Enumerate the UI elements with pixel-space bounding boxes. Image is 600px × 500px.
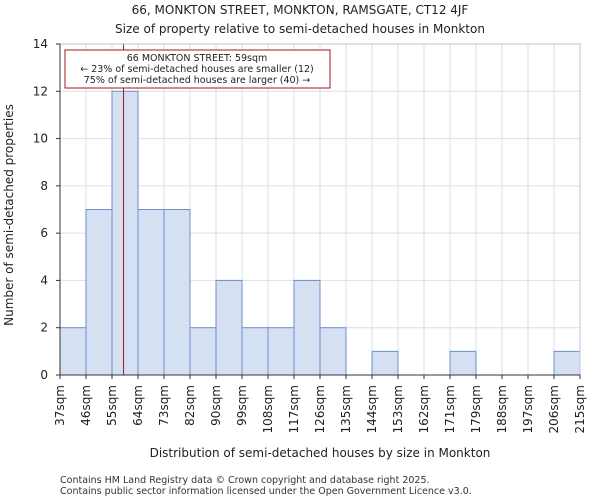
- x-tick-label: 64sqm: [131, 385, 145, 426]
- y-tick-label: 8: [40, 179, 48, 193]
- bar-144sqm: [371, 350, 399, 376]
- y-tick-label: 4: [40, 273, 48, 287]
- x-axis-label: Distribution of semi-detached houses by …: [150, 446, 491, 460]
- bar-46sqm: [85, 209, 113, 376]
- x-tick-label: 126sqm: [313, 385, 327, 433]
- bar-117sqm: [293, 279, 321, 376]
- x-tick-label: 162sqm: [417, 385, 431, 433]
- x-tick-label: 144sqm: [365, 385, 379, 433]
- x-tick-label: 73sqm: [157, 385, 171, 426]
- y-tick-label: 2: [40, 321, 48, 335]
- annotation-line-1: 66 MONKTON STREET: 59sqm: [127, 53, 268, 64]
- footer-line-2: Contains public sector information licen…: [60, 486, 472, 497]
- y-axis-label: Number of semi-detached properties: [2, 104, 16, 326]
- bar-37sqm: [59, 327, 87, 376]
- y-tick-label: 14: [33, 37, 48, 51]
- x-tick-label: 37sqm: [53, 385, 67, 426]
- y-tick-label: 12: [33, 84, 48, 98]
- x-tick-label: 153sqm: [391, 385, 405, 433]
- x-tick-label: 55sqm: [105, 385, 119, 426]
- bar-82sqm: [189, 327, 217, 376]
- x-tick-label: 188sqm: [495, 385, 509, 433]
- chart-subtitle: Size of property relative to semi-detach…: [115, 22, 485, 36]
- bar-171sqm: [449, 350, 477, 376]
- y-tick-labels: 0 2 4 6 8 10 12 14: [33, 37, 60, 382]
- footer-line-1: Contains HM Land Registry data © Crown c…: [60, 475, 430, 486]
- x-tick-label: 46sqm: [79, 385, 93, 426]
- bars: [59, 90, 581, 376]
- bar-126sqm: [319, 327, 347, 376]
- x-tick-label: 82sqm: [183, 385, 197, 426]
- y-tick-label: 0: [40, 368, 48, 382]
- x-tick-label: 206sqm: [547, 385, 561, 433]
- x-tick-labels: 37sqm 46sqm 55sqm 64sqm 73sqm 82sqm 90sqm 99sqm…: [53, 375, 587, 433]
- bar-64sqm: [137, 209, 165, 376]
- x-tick-label: 117sqm: [287, 385, 301, 433]
- x-tick-label: 215sqm: [573, 385, 587, 433]
- x-tick-label: 99sqm: [235, 385, 249, 426]
- bar-90sqm: [215, 279, 243, 376]
- annotation-box: 66 MONKTON STREET: 59sqm ← 23% of semi-d…: [64, 49, 331, 89]
- x-tick-label: 179sqm: [469, 385, 483, 433]
- chart-title: 66, MONKTON STREET, MONKTON, RAMSGATE, C…: [132, 3, 469, 17]
- x-tick-label: 135sqm: [339, 385, 353, 433]
- bar-99sqm: [241, 327, 269, 376]
- annotation-frame: [64, 49, 331, 89]
- x-tick-label: 90sqm: [209, 385, 223, 426]
- bar-55sqm: [111, 90, 139, 376]
- x-tick-label: 197sqm: [521, 385, 535, 433]
- annotation-line-3: 75% of semi-detached houses are larger (…: [84, 75, 311, 86]
- annotation-line-2: ← 23% of semi-detached houses are smalle…: [80, 64, 314, 75]
- y-tick-label: 6: [40, 226, 48, 240]
- bar-206sqm: [553, 350, 581, 376]
- x-tick-label: 171sqm: [443, 385, 457, 433]
- bar-108sqm: [267, 327, 295, 376]
- x-tick-label: 108sqm: [261, 385, 275, 433]
- y-tick-label: 10: [33, 132, 48, 146]
- bar-73sqm: [163, 209, 191, 376]
